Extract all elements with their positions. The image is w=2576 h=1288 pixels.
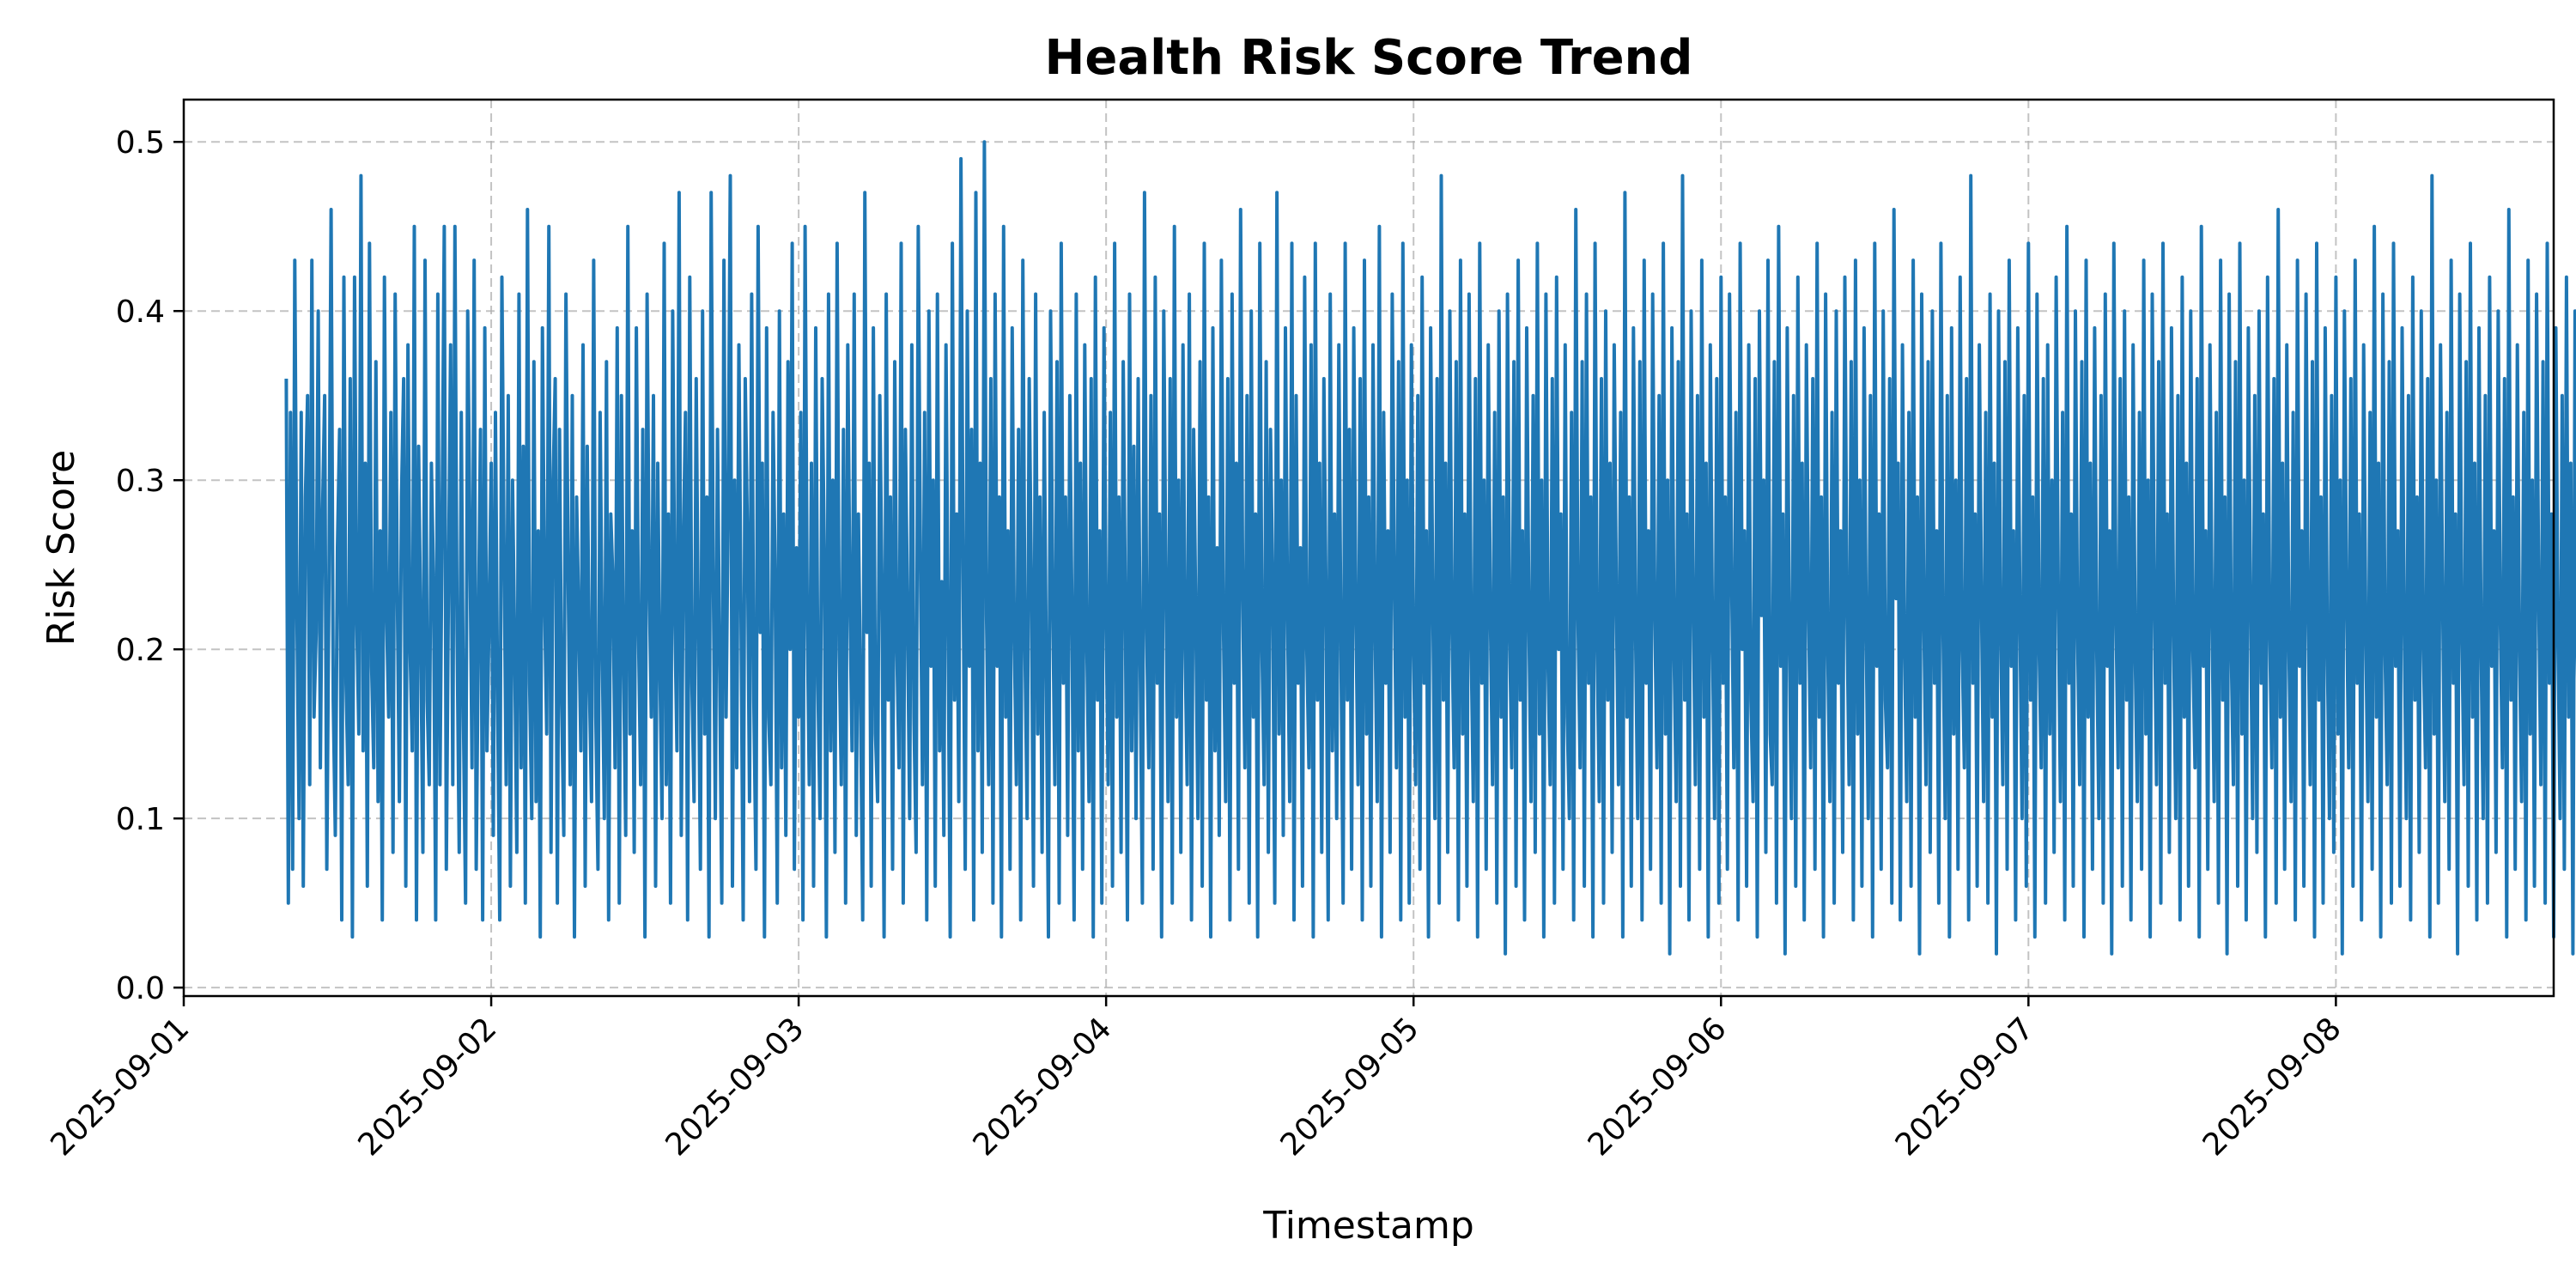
y-tick-label: 0.2 xyxy=(116,633,165,668)
chart-title: Health Risk Score Trend xyxy=(1044,30,1692,86)
y-tick-label: 0.4 xyxy=(116,295,165,330)
y-tick-label: 0.3 xyxy=(116,464,165,499)
y-tick-label: 0.1 xyxy=(116,802,165,837)
series-layer xyxy=(284,140,2576,956)
y-tick-label: 0.0 xyxy=(116,971,165,1006)
plot-frame xyxy=(182,98,2555,998)
y-tick-label: 0.5 xyxy=(116,125,165,161)
x-axis-label: Timestamp xyxy=(1262,1204,1474,1248)
y-axis-ticks: 0.0 0.1 0.2 0.3 0.4 0.5 xyxy=(116,125,184,1006)
y-axis-label: Risk Score xyxy=(39,450,83,646)
series-line xyxy=(284,140,2576,956)
